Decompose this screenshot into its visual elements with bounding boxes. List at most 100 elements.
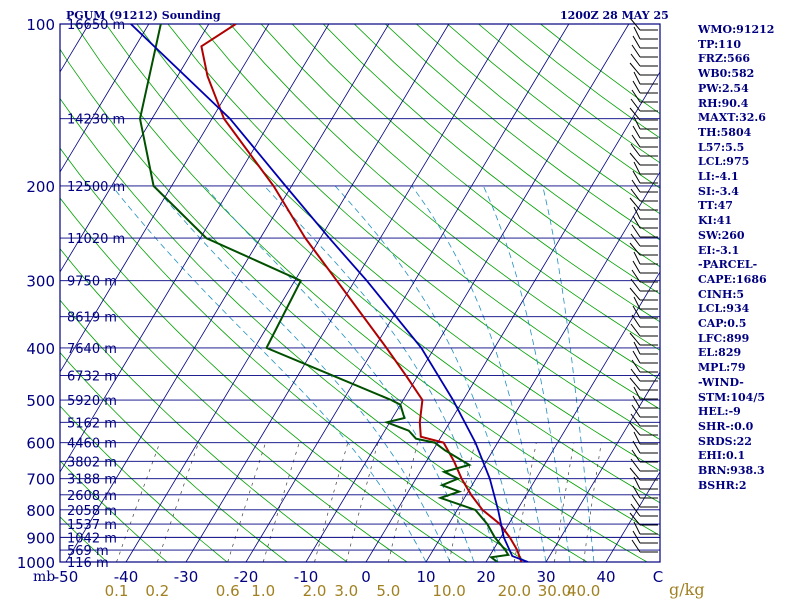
wind-barb	[630, 233, 641, 247]
wind-barb	[632, 395, 641, 409]
moist-adiabat-line	[334, 185, 523, 562]
pressure-tick-label: 700	[26, 471, 55, 489]
mixing-ratio-line	[554, 442, 575, 562]
wind-barb	[630, 458, 641, 472]
wind-barb	[629, 467, 641, 481]
wind-barb	[629, 152, 641, 166]
wind-barb	[632, 260, 641, 274]
wind-barb	[633, 296, 641, 310]
wind-barb	[632, 485, 641, 499]
height-label: 14230 m	[67, 113, 125, 128]
wind-barb	[633, 116, 641, 130]
wind-barb	[630, 368, 641, 382]
indices-panel: WMO:91212 TP:110 FRZ:566 WB0:582 PW:2.54 RH:9…	[698, 23, 774, 494]
wind-barb	[630, 98, 641, 112]
wind-barb	[629, 512, 641, 526]
wind-barb	[630, 413, 641, 427]
isotherm-line	[60, 24, 270, 373]
pressure-tick-label: 100	[26, 16, 55, 34]
index-item: MAXT:32.6	[698, 111, 766, 125]
moist-adiabat-line	[111, 185, 427, 562]
height-label: 8619 m	[67, 311, 117, 326]
isotherm-line	[65, 24, 390, 562]
wind-barb	[633, 161, 641, 175]
wind-barb	[633, 476, 641, 490]
mixing-ratio-line	[387, 442, 418, 562]
index-item: -WIND-	[698, 375, 744, 389]
wind-barb	[631, 269, 641, 283]
temperature-tick-label: -10	[294, 568, 319, 586]
mixing-ratio-label: 30.0	[538, 582, 571, 600]
wind-barb	[633, 26, 641, 40]
index-item: EI:-3.1	[698, 243, 740, 257]
height-label: 4460 m	[67, 437, 117, 452]
wind-barb	[631, 314, 641, 328]
mixing-ratio-line	[583, 442, 602, 562]
wind-barb	[631, 44, 641, 58]
wind-barb	[632, 530, 641, 544]
mixing-ratio-line	[227, 442, 266, 562]
wind-barb	[629, 377, 641, 391]
index-item: TT:47	[698, 199, 733, 213]
wind-barb	[631, 539, 641, 553]
chart-timestamp: 1200Z 28 MAY 25	[560, 9, 669, 22]
mixing-ratio-line	[345, 442, 379, 562]
height-label: 12500 m	[67, 180, 125, 195]
index-item: L57:5.5	[698, 140, 745, 154]
dry-adiabat-line	[105, 24, 660, 504]
moist-adiabat-line	[542, 185, 595, 562]
isotherm-line	[305, 24, 630, 562]
temperature-tick-label: 0	[361, 568, 371, 586]
temperature-tick-label: 30	[536, 568, 555, 586]
index-item: LI:-4.1	[698, 170, 739, 184]
height-label: 2058 m	[67, 504, 117, 519]
temperature-tick-label: -50	[54, 568, 79, 586]
isotherm-line	[60, 24, 330, 473]
wind-barb	[632, 305, 641, 319]
temperature-tick-label: 40	[596, 568, 615, 586]
mixing-ratio-label: 0.2	[145, 582, 169, 600]
height-label: 16650 m	[67, 18, 125, 33]
index-item: EHI:0.1	[698, 449, 746, 463]
temperature-tick-label: 20	[476, 568, 495, 586]
height-label: 3802 m	[67, 455, 117, 470]
index-item: EL:829	[698, 346, 742, 360]
index-item: LFC:899	[698, 331, 750, 345]
index-item: STM:104/5	[698, 390, 765, 404]
chart-title: PGUM (91212) Sounding	[66, 9, 221, 22]
mixing-ratio-label: 0.1	[105, 582, 129, 600]
temperature-tick-label: -30	[174, 568, 199, 586]
isotherm-line	[125, 24, 450, 562]
wind-barb	[631, 89, 641, 103]
index-item: BRN:938.3	[698, 464, 765, 478]
index-item: BSHR:2	[698, 478, 747, 492]
mixing-ratio-line	[314, 442, 349, 562]
height-label: 11020 m	[67, 232, 125, 247]
height-label: 1042 m	[67, 531, 117, 546]
height-label: 9750 m	[67, 275, 117, 290]
temperature-tick-label: -20	[234, 568, 259, 586]
wind-barb	[632, 215, 641, 229]
wind-barb	[630, 503, 641, 517]
index-item: CAPE:1686	[698, 272, 767, 286]
index-item: SI:-3.4	[698, 184, 739, 198]
pressure-tick-label: 600	[26, 435, 55, 453]
wind-barb	[633, 251, 641, 265]
index-item: TH:5804	[698, 125, 752, 139]
pressure-unit-label: mb	[33, 569, 56, 585]
isotherm-line	[365, 71, 660, 562]
wind-barbs	[629, 17, 658, 553]
height-label: 569 m	[67, 544, 109, 559]
height-label: 2608 m	[67, 489, 117, 504]
wind-barb	[631, 494, 641, 508]
isotherm-line	[60, 24, 150, 173]
wind-barb	[632, 350, 641, 364]
wind-barb	[633, 431, 641, 445]
index-item: FRZ:566	[698, 52, 751, 66]
index-item: SW:260	[698, 228, 745, 242]
wind-barb	[629, 242, 641, 256]
wind-barb	[631, 449, 641, 463]
wind-barb	[631, 224, 641, 238]
mixing-ratio-line	[448, 442, 476, 562]
wind-barb	[632, 170, 641, 184]
